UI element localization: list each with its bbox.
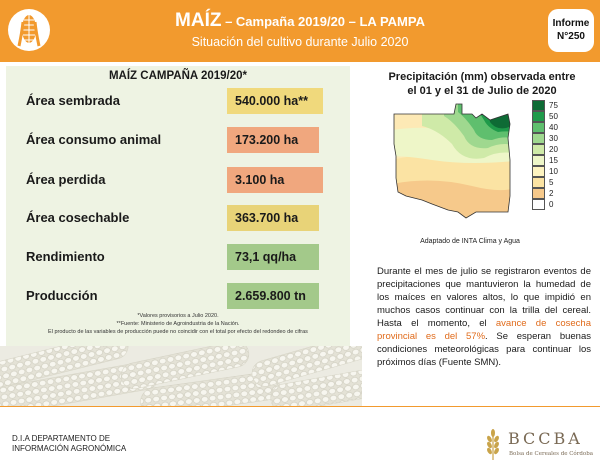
- report-title-rest: – Campaña 2019/20 – LA PAMPA: [221, 14, 425, 29]
- map-title-line1: Precipitación (mm) observada entre: [388, 71, 576, 83]
- description-part2: . Se esperan buenas condiciones meteorol…: [377, 331, 591, 368]
- department-name: D.I.A DEPARTAMENTO DE INFORMACIÓN AGRONÓ…: [12, 434, 126, 454]
- organization-logo-text: BCCBA: [508, 429, 583, 448]
- legend-item-75: 75: [532, 100, 570, 111]
- legend-swatch: [532, 100, 545, 111]
- report-subtitle: Situación del cultivo durante Julio 2020: [191, 35, 409, 49]
- corn-icon: [6, 6, 52, 54]
- legend-label: 20: [549, 145, 558, 154]
- corn-image: [0, 346, 362, 406]
- legend-swatch: [532, 133, 545, 144]
- precipitation-map: [393, 103, 511, 219]
- legend-swatch: [532, 144, 545, 155]
- informe-number: N°250: [557, 31, 585, 42]
- summary-value-produccion: 2.659.800 tn: [227, 283, 319, 309]
- description-text: Durante el mes de julio se registraron e…: [377, 265, 591, 369]
- summary-panel: MAÍZ CAMPAÑA 2019/20* Área sembrada 540.…: [6, 66, 350, 346]
- report-number-badge: Informe N°250: [548, 9, 594, 52]
- legend-label: 5: [549, 178, 554, 187]
- legend-swatch: [532, 111, 545, 122]
- legend-swatch: [532, 166, 545, 177]
- report-title: MAÍZ – Campaña 2019/20 – LA PAMPA: [0, 10, 600, 32]
- summary-label-area-cosechable: Área cosechable: [26, 210, 130, 225]
- wheat-icon: [482, 428, 504, 462]
- summary-label-area-sembrada: Área sembrada: [26, 93, 120, 108]
- legend-label: 15: [549, 156, 558, 165]
- summary-value-area-sembrada: 540.000 ha**: [227, 88, 323, 114]
- legend-item-2: 2: [532, 188, 570, 199]
- legend-swatch: [532, 188, 545, 199]
- legend-item-30: 30: [532, 133, 570, 144]
- report-title-main: MAÍZ: [175, 10, 222, 31]
- legend-swatch: [532, 155, 545, 166]
- map-caption: Adaptado de INTA Clima y Agua: [420, 238, 520, 245]
- summary-value-rendimiento: 73,1 qq/ha: [227, 244, 319, 270]
- description-part1: Durante el mes de julio se registraron e…: [377, 266, 591, 329]
- department-line1: D.I.A DEPARTAMENTO DE: [12, 434, 111, 443]
- legend-swatch: [532, 122, 545, 133]
- summary-label-produccion: Producción: [26, 288, 98, 303]
- informe-label: Informe: [552, 18, 590, 29]
- legend-label: 50: [549, 112, 558, 121]
- legend-item-10: 10: [532, 166, 570, 177]
- summary-label-area-consumo: Área consumo animal: [26, 132, 162, 147]
- legend-label: 0: [549, 200, 554, 209]
- summary-value-area-consumo: 173.200 ha: [227, 127, 319, 153]
- map-title: Precipitación (mm) observada entre el 01…: [372, 70, 592, 98]
- legend-item-20: 20: [532, 144, 570, 155]
- legend-swatch: [532, 199, 545, 210]
- legend-item-5: 5: [532, 177, 570, 188]
- legend-item-40: 40: [532, 122, 570, 133]
- header-bar: MAÍZ – Campaña 2019/20 – LA PAMPA Situac…: [0, 0, 600, 62]
- harvest-progress-highlight: avance de cosecha provincial es del 57%: [377, 318, 591, 342]
- map-title-line2: el 01 y el 31 de Julio de 2020: [407, 85, 557, 97]
- legend-label: 10: [549, 167, 558, 176]
- legend-item-15: 15: [532, 155, 570, 166]
- footnote-provisional: *Valores provisorios a Julio 2020.: [137, 313, 219, 319]
- summary-value-area-perdida: 3.100 ha: [227, 167, 323, 193]
- summary-label-rendimiento: Rendimiento: [26, 249, 105, 264]
- organization-subtitle: Bolsa de Cereales de Córdoba: [509, 451, 594, 457]
- legend-label: 30: [549, 134, 558, 143]
- summary-title: MAÍZ CAMPAÑA 2019/20*: [108, 70, 248, 82]
- summary-label-area-perdida: Área perdida: [26, 172, 106, 187]
- footnote-rounding: El producto de las variables de producci…: [48, 329, 308, 335]
- legend-item-50: 50: [532, 111, 570, 122]
- footnote-source: **Fuente: Ministerio de Agroindustria de…: [116, 321, 240, 327]
- department-line2: INFORMACIÓN AGRONÓMICA: [12, 444, 127, 453]
- legend-label: 2: [549, 189, 554, 198]
- legend-swatch: [532, 177, 545, 188]
- legend-label: 75: [549, 101, 558, 110]
- summary-value-area-cosechable: 363.700 ha: [227, 205, 319, 231]
- legend-label: 40: [549, 123, 558, 132]
- footer-divider: [0, 406, 600, 407]
- legend-item-0: 0: [532, 199, 570, 210]
